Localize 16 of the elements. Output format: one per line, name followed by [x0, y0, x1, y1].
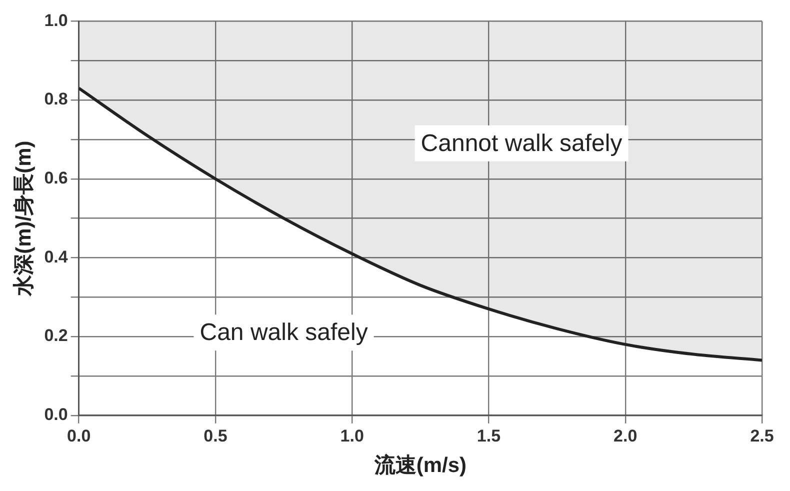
x-tick-label: 2.5 [750, 426, 774, 446]
y-axis-title: 水深(m)/身長(m) [12, 140, 36, 297]
x-tick-label: 1.5 [476, 426, 501, 446]
y-tick-label: 0.0 [44, 405, 68, 424]
x-tick-label: 0.0 [67, 426, 91, 446]
y-tick-label: 1.0 [44, 10, 68, 30]
y-tick-label: 0.4 [44, 247, 68, 266]
y-tick-label: 0.8 [44, 90, 68, 109]
x-tick-label: 1.0 [340, 426, 364, 446]
x-tick-label: 0.5 [204, 426, 228, 446]
x-axis-title: 流速(m/s) [373, 453, 467, 478]
y-tick-label: 0.2 [44, 326, 68, 346]
annotation: Can walk safely [200, 319, 368, 346]
y-tick-label: 0.6 [44, 168, 68, 188]
x-tick-label: 2.0 [614, 426, 638, 446]
annotation: Cannot walk safely [420, 130, 622, 158]
